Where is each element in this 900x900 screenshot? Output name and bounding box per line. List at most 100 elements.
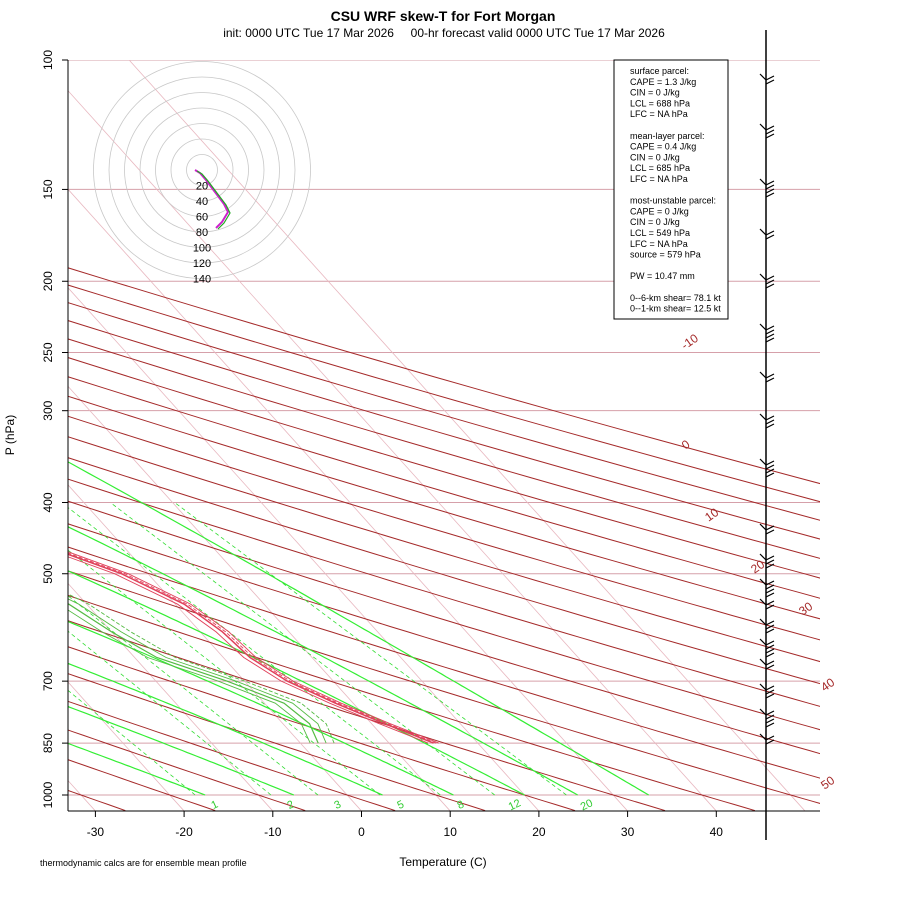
parcel-box-line: CAPE = 1.3 J/kg — [630, 77, 696, 87]
wind-barb — [759, 523, 775, 535]
dewpoint-profile-line — [68, 598, 327, 744]
mixing-ratio-label: 2 — [285, 799, 296, 812]
wind-barb — [759, 578, 775, 598]
temperature-profile-line — [68, 553, 434, 744]
hodograph-ring-label: 80 — [196, 227, 208, 239]
parcel-box-line: most-unstable parcel: — [630, 196, 716, 206]
mixing-ratio-line — [68, 689, 196, 796]
x-tick-label: -10 — [264, 825, 282, 839]
dewpoint-profile-line — [68, 603, 319, 744]
x-tick-label: 40 — [710, 825, 724, 839]
dry-adiabat-label: 40 — [818, 675, 837, 694]
y-tick-label: 700 — [41, 671, 55, 691]
dry-adiabat-line — [68, 302, 820, 521]
y-tick-label: 100 — [41, 50, 55, 70]
parcel-box-line: LCL = 688 hPa — [630, 98, 690, 108]
parcel-box-line: surface parcel: — [630, 66, 689, 76]
wind-barb — [759, 458, 775, 478]
dry-adiabat-line — [68, 457, 820, 685]
dry-adiabat-line — [68, 570, 820, 804]
chart-subtitle: init: 0000 UTC Tue 17 Mar 2026 00-hr for… — [223, 26, 665, 40]
moist-adiabat-line — [68, 570, 525, 796]
parcel-box-line: source = 579 hPa — [630, 250, 701, 260]
parcel-box-line: CIN = 0 J/kg — [630, 88, 680, 98]
chart-title: CSU WRF skew-T for Fort Morgan — [331, 8, 556, 24]
wind-barb — [759, 371, 775, 383]
isotherms — [68, 60, 805, 811]
y-tick-label: 850 — [41, 733, 55, 753]
hodograph-ring-label: 100 — [193, 243, 211, 255]
dewpoint-profile-line — [68, 609, 311, 744]
isotherm-line — [68, 582, 273, 811]
y-tick-label: 300 — [41, 400, 55, 420]
dry-adiabat-line — [68, 478, 820, 707]
mixing-ratio-line — [68, 595, 319, 796]
moist-adiabats — [68, 461, 649, 796]
hodograph-ring — [124, 92, 280, 248]
dry-adiabat-line — [68, 789, 126, 811]
dry-adiabat-label: 50 — [818, 773, 837, 792]
mixing-ratio-label: 3 — [332, 799, 343, 812]
hodograph-ring-label: 140 — [193, 274, 211, 286]
parcel-box-line: CAPE = 0.4 J/kg — [630, 142, 696, 152]
parcel-box-line: CIN = 0 J/kg — [630, 152, 680, 162]
hodograph-ring — [139, 107, 265, 233]
hodograph-ring — [186, 154, 218, 186]
y-tick-label: 200 — [41, 271, 55, 291]
dry-adiabats — [68, 267, 820, 811]
parcel-box-line: PW = 10.47 mm — [630, 271, 695, 281]
dry-adiabat-line — [68, 759, 216, 811]
hodograph-ring — [93, 61, 311, 279]
dry-adiabat-line — [68, 673, 486, 811]
hodograph-trace — [196, 170, 231, 230]
isotherm-line — [68, 385, 451, 811]
mixing-ratio-label: 8 — [455, 799, 466, 812]
isotherm-line — [128, 60, 805, 811]
parcel-box-line: CIN = 0 J/kg — [630, 217, 680, 227]
hodograph-ring-label: 40 — [196, 196, 208, 208]
hodograph-ring — [108, 76, 296, 264]
wind-barb — [759, 413, 775, 429]
mixing-ratio-label: 1 — [209, 799, 220, 812]
dry-adiabat-line — [68, 267, 820, 485]
mixing-ratio-lines — [68, 502, 567, 796]
y-tick-label: 400 — [41, 492, 55, 512]
dry-adiabat-line — [68, 357, 820, 579]
x-tick-label: 20 — [532, 825, 546, 839]
profiles — [68, 551, 439, 744]
x-ticks: -30 -20 -10 0 10 20 30 40 — [87, 811, 724, 839]
parcel-box-line: LCL = 685 hPa — [630, 163, 690, 173]
x-tick-label: 30 — [621, 825, 635, 839]
y-ticks: 100 150 200 250 300 400 500 700 850 1000 — [41, 50, 68, 808]
dry-adiabat-line — [68, 594, 756, 811]
dewpoint-profile-line — [68, 593, 335, 744]
moist-adiabat-line — [68, 620, 454, 796]
hodograph-trace — [194, 169, 230, 229]
parcel-box-line: mean-layer parcel: — [630, 131, 705, 141]
x-tick-label: -30 — [87, 825, 105, 839]
dry-adiabat-line — [68, 620, 666, 811]
dry-adiabat-line — [68, 338, 820, 559]
dry-adiabat-line — [68, 284, 820, 503]
hodograph-ring-labels: 20 40 60 80 100 120 140 — [193, 181, 211, 286]
dry-adiabat-line — [68, 700, 396, 811]
x-axis-label: Temperature (C) — [399, 855, 486, 869]
mixing-ratio-line — [68, 507, 441, 796]
parcel-box-line: LFC = NA hPa — [630, 174, 688, 184]
y-tick-label: 1000 — [41, 781, 55, 808]
moist-adiabat-line — [68, 705, 295, 796]
isotherm-line — [68, 90, 717, 811]
parcel-box-line: 0--1-km shear= 12.5 kt — [630, 304, 721, 314]
hodograph-ring-label: 20 — [196, 181, 208, 193]
isotherm-line — [68, 681, 185, 811]
temperature-profile-line — [68, 556, 429, 744]
mixing-ratio-line — [110, 502, 495, 796]
hodograph-ring-label: 120 — [193, 258, 211, 270]
wind-barb — [759, 73, 775, 85]
hodograph-ring — [170, 138, 234, 202]
wind-barb — [759, 618, 775, 634]
wind-barb — [759, 123, 775, 139]
moist-adiabat-line — [68, 526, 578, 796]
